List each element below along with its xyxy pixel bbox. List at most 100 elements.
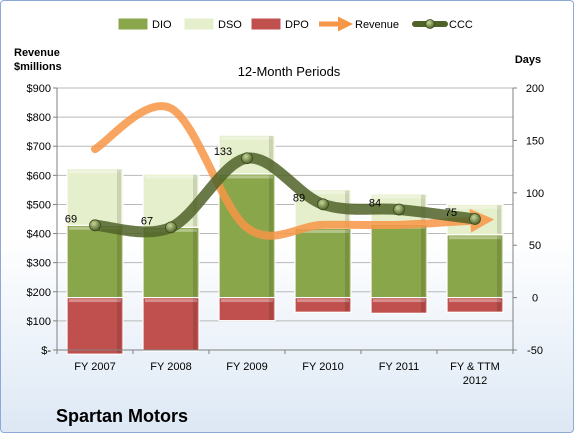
left-tick-label: $900	[27, 83, 51, 95]
bar-dio-highlight	[449, 236, 501, 240]
right-tick-label: 50	[529, 240, 541, 252]
legend-label-ccc: CCC	[449, 19, 473, 31]
ccc-point	[317, 198, 329, 211]
bar-dio-highlight	[297, 229, 349, 233]
left-tick-label: $400	[27, 229, 51, 241]
bar-dpo-group	[218, 297, 276, 322]
bar-dpo-shade	[193, 298, 197, 351]
legend-item-ccc: CCC	[412, 19, 473, 31]
left-axis-title: Revenue $millions	[14, 47, 63, 73]
bar-dso-shade	[497, 205, 501, 234]
bar-dio-shade	[421, 225, 425, 297]
bar-dio-shade	[497, 235, 501, 297]
legend-swatch-dso	[183, 17, 215, 31]
bar-dio	[446, 234, 504, 299]
bar-dso-group	[142, 173, 200, 228]
bar-dpo	[370, 297, 428, 314]
bar-dio-group	[370, 223, 428, 299]
legend-swatch-dpo	[250, 17, 282, 31]
ccc-data-label: 133	[214, 146, 232, 158]
bar-dso-shade	[269, 136, 273, 173]
bar-dpo-group	[446, 297, 504, 313]
bar-dpo-highlight	[69, 299, 121, 303]
ccc-data-label: 69	[65, 213, 77, 225]
bar-dso-highlight	[373, 195, 425, 199]
ccc-data-label: 89	[293, 192, 305, 204]
x-tick-label: FY 2009	[226, 361, 267, 373]
ccc-data-label: 75	[445, 207, 457, 219]
bar-dpo-highlight	[297, 299, 349, 303]
legend-label-dio: DIO	[152, 19, 172, 31]
left-tick-label: $200	[27, 287, 51, 299]
bar-dio-shade	[193, 228, 197, 297]
ccc-point	[241, 152, 253, 165]
bar-dio-group	[294, 227, 352, 299]
bar-dio-group	[142, 226, 200, 299]
left-tick-label: $700	[27, 141, 51, 153]
x-tick-label: FY 2011	[379, 361, 420, 373]
chart-subtitle: 12-Month Periods	[238, 64, 341, 79]
bar-dpo-shade	[345, 298, 349, 312]
x-tick-label: 2012	[463, 375, 487, 387]
bar-dso-highlight	[449, 205, 501, 209]
bar-dio-shade	[345, 229, 349, 297]
right-tick-label: 200	[526, 83, 544, 95]
bar-dso	[66, 168, 124, 226]
left-axis-title-line-2: $millions	[14, 61, 62, 73]
right-axis-title: Days	[515, 54, 541, 66]
bar-dpo	[294, 297, 352, 313]
bar-dpo-highlight	[449, 299, 501, 303]
ccc-point	[89, 219, 101, 232]
left-tick-label: $500	[27, 199, 51, 211]
right-tick-label: 150	[526, 135, 544, 147]
bar-dpo-highlight	[221, 299, 273, 303]
bar-dso-group	[66, 168, 124, 226]
legend-item-dpo: DPO	[250, 17, 309, 31]
bar-dpo-shade	[421, 298, 425, 313]
bar-dio-shade	[117, 226, 121, 297]
bar-dio	[142, 226, 200, 299]
ccc-data-label: 67	[141, 215, 153, 227]
legend-label-revenue: Revenue	[355, 19, 399, 31]
bar-dpo-shade	[269, 298, 273, 320]
bar-dpo	[66, 297, 124, 355]
left-axis-title-line-1: Revenue	[14, 47, 60, 59]
bar-dso-highlight	[145, 175, 197, 179]
bar-dio-group	[446, 234, 504, 299]
legend-item-revenue: Revenue	[319, 16, 399, 32]
right-tick-label: 100	[526, 188, 544, 200]
x-tick-label: FY 2010	[302, 361, 343, 373]
bar-dpo-group	[294, 297, 352, 313]
bar-dio	[294, 227, 352, 299]
bar-dio	[66, 224, 124, 299]
bar-dpo-shade	[497, 298, 501, 312]
ccc-point	[165, 221, 177, 234]
x-tick-label: FY & TTM	[450, 361, 500, 373]
axes: $- $100 $200 $300 $400 $500 $600 $700 $800 $900 -5…	[27, 83, 545, 387]
bar-dio-group	[66, 224, 124, 299]
legend-label-dpo: DPO	[285, 19, 309, 31]
left-tick-label: $800	[27, 112, 51, 124]
lines	[89, 102, 495, 240]
legend-item-dso: DSO	[183, 17, 242, 31]
bar-dso-highlight	[69, 170, 121, 174]
bar-dio-highlight	[221, 175, 273, 179]
bar-dpo	[142, 297, 200, 352]
bar-dpo-shade	[117, 298, 121, 354]
bar-dio	[370, 223, 428, 299]
x-tick-label: FY 2007	[74, 361, 115, 373]
bar-dpo-highlight	[145, 299, 197, 303]
bar-dso-highlight	[221, 136, 273, 140]
right-tick-label: -50	[527, 345, 543, 357]
bar-dpo-group	[370, 297, 428, 314]
ccc-point	[393, 203, 405, 216]
data-labels: 69 67 133 89 84 75	[65, 146, 457, 227]
left-tick-label: $100	[27, 316, 51, 328]
bar-dpo-group	[66, 297, 124, 355]
left-tick-label: $-	[41, 345, 51, 357]
legend: DIO DSO DPO Revenue CCC	[117, 16, 473, 32]
legend-marker-ccc	[425, 19, 435, 29]
revenue-line	[91, 102, 495, 240]
